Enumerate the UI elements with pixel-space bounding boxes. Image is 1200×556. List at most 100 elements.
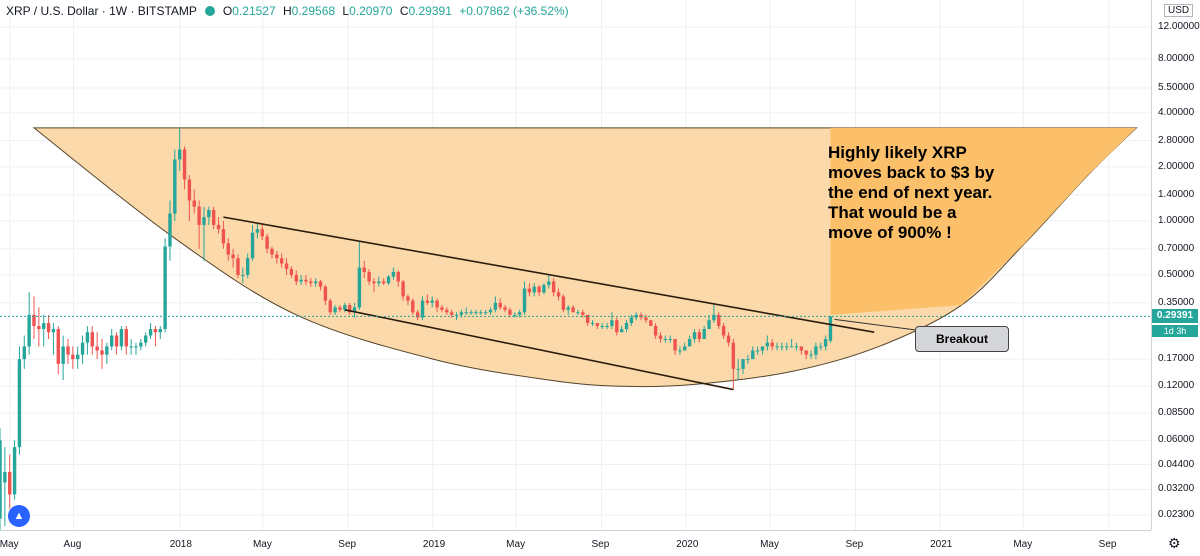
candle-body [517, 312, 522, 315]
candle-body [80, 342, 85, 355]
close-value: 0.29391 [408, 4, 452, 18]
change-value: +0.07862 (+36.52%) [459, 4, 569, 18]
candle-body [537, 286, 541, 293]
candle-body [231, 254, 235, 259]
price-chart[interactable] [0, 0, 1151, 530]
target-zone [830, 127, 1137, 315]
candle-body [668, 339, 672, 341]
candle-body [459, 312, 464, 315]
channel-lower-line [344, 309, 734, 391]
symbol-title[interactable]: XRP / U.S. Dollar · 1W · BITSTAMP [6, 4, 197, 18]
price-tick-label: 2.00000 [1158, 160, 1195, 172]
candle-body [95, 346, 99, 351]
price-tick-label: 0.17000 [1158, 353, 1195, 365]
candle-body [328, 300, 332, 313]
candle-body [207, 210, 211, 218]
low-label: L [342, 4, 350, 18]
price-tick-label: 0.03200 [1158, 483, 1195, 495]
candle-body [712, 314, 716, 321]
candle-body [367, 271, 371, 282]
candle-body [780, 346, 784, 348]
note-line: That would be a [828, 203, 957, 222]
candle-body [755, 350, 760, 352]
candle-body [804, 350, 808, 355]
candle-body [275, 254, 279, 259]
candle-body [46, 323, 51, 333]
author-watermark: Twitter: Northstar @Northst18363337 [216, 356, 312, 384]
time-axis[interactable]: May Aug 2018 May Sep 2019 May Sep 2020 May Sep 2021… [0, 530, 1151, 556]
candle-body [187, 179, 192, 201]
gear-icon[interactable]: ⚙ [1168, 535, 1181, 551]
candle-body [547, 281, 551, 285]
candle-body [347, 305, 352, 313]
high-value: 0.29568 [291, 4, 336, 18]
tradingview-logo-icon[interactable]: ▲ [8, 505, 30, 527]
candle-body [697, 332, 702, 340]
candle-body [153, 329, 158, 333]
candle-body [66, 346, 70, 355]
breakout-leader-line [834, 318, 917, 331]
open-label: O [222, 4, 233, 18]
currency-label[interactable]: USD [1164, 4, 1194, 17]
time-tick-label: May [506, 539, 526, 550]
candle-body [182, 149, 187, 180]
candle-body [0, 440, 2, 519]
watermark-line: Twitter: Northstar [216, 357, 300, 369]
high-label: H [283, 4, 292, 18]
last-price-label: 0.29391 [1152, 309, 1198, 324]
candle-body [513, 314, 517, 316]
candle-body [32, 314, 36, 326]
note-line: moves back to $3 by [828, 163, 995, 182]
candle-body [192, 200, 196, 207]
candle-body [576, 312, 580, 314]
candle-body [653, 325, 658, 336]
candle-body [22, 346, 26, 360]
candle-body [299, 279, 303, 282]
projection-note[interactable]: Highly likely XRP moves back to $3 by th… [828, 143, 1058, 243]
note-line: Highly likely XRP [828, 143, 967, 162]
candle-body [765, 342, 770, 347]
candle-body [304, 279, 308, 282]
candle-body [493, 302, 498, 310]
price-tick-label: 2.80000 [1158, 134, 1195, 146]
candle-body [221, 229, 226, 244]
time-tick-label: Aug [63, 539, 82, 550]
price-tick-label: 5.50000 [1158, 81, 1195, 93]
candle-body [551, 281, 556, 293]
price-tick-label: 0.12000 [1158, 380, 1195, 392]
candle-body [71, 354, 75, 360]
candle-body [110, 335, 114, 347]
candle-body [289, 268, 294, 275]
candle-body [707, 320, 711, 330]
candle-body [139, 342, 143, 347]
candle-body [785, 346, 789, 348]
candle-body [522, 288, 527, 313]
time-tick-label: Sep [591, 539, 610, 550]
time-tick-label: May [760, 539, 779, 550]
candle-body [415, 312, 420, 318]
candle-body [469, 312, 473, 314]
candle-body [775, 346, 779, 348]
candle-body [241, 274, 245, 276]
bowl-pattern [32, 127, 1138, 388]
candle-body [148, 329, 153, 336]
candle-body [542, 284, 546, 293]
candle-body [279, 258, 284, 264]
price-tick-label: 1.40000 [1158, 188, 1195, 200]
bar-countdown-label: 1d 3h [1152, 325, 1198, 338]
candle-body [134, 346, 138, 348]
candle-body [255, 229, 260, 233]
candle-body [129, 346, 133, 348]
time-tick-label: Sep [338, 539, 357, 550]
candle-body [396, 271, 400, 282]
candle-body [411, 300, 415, 313]
breakout-callout[interactable]: Breakout [915, 326, 1009, 352]
price-axis[interactable]: 12.00000 8.00000 5.50000 4.00000 2.80000 2.00… [1151, 0, 1200, 530]
candle-body [605, 325, 609, 327]
candle-body [595, 323, 600, 326]
candle-body [508, 309, 512, 315]
candle-body [17, 359, 22, 448]
candle-body [566, 307, 570, 310]
note-line: the end of next year. [828, 183, 993, 202]
